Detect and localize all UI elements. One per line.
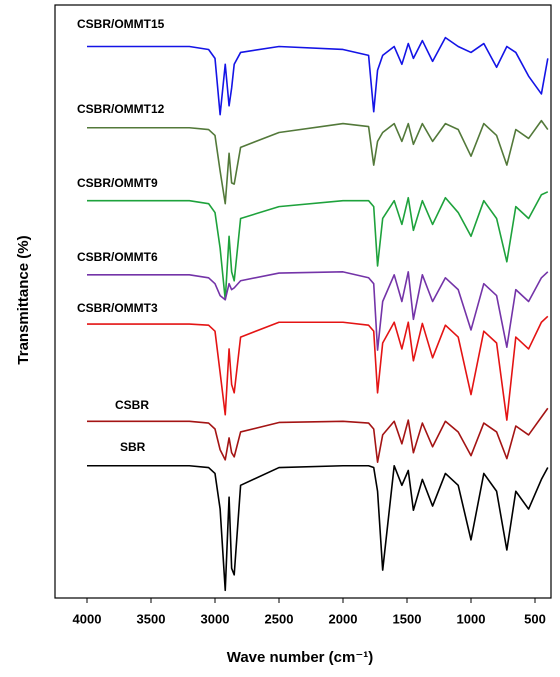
series-label: CSBR/OMMT9 <box>77 176 158 190</box>
spectrum-line <box>87 464 549 592</box>
series-label: CSBR/OMMT12 <box>77 102 165 116</box>
spectrum-line <box>87 407 549 463</box>
spectrum-line <box>87 36 549 116</box>
spectrum-line <box>87 191 549 301</box>
x-tick-label: 2000 <box>329 611 358 626</box>
x-tick-label: 3000 <box>201 611 230 626</box>
series-label: SBR <box>120 440 146 454</box>
x-tick-label: 3500 <box>137 611 166 626</box>
x-tick-label: 2500 <box>265 611 294 626</box>
x-tick-label: 1000 <box>457 611 486 626</box>
spectrum-line <box>87 119 549 205</box>
series-label: CSBR <box>115 398 149 412</box>
series-label: CSBR/OMMT3 <box>77 301 158 315</box>
spectrum-line <box>87 315 549 421</box>
spectrum-line <box>87 271 549 351</box>
x-axis-title: Wave number (cm⁻¹) <box>227 649 374 666</box>
x-tick-label: 4000 <box>73 611 102 626</box>
x-tick-label: 1500 <box>393 611 422 626</box>
x-tick-label: 500 <box>524 611 546 626</box>
plot-frame <box>54 4 552 599</box>
series-label: CSBR/OMMT6 <box>77 250 158 264</box>
series-label: CSBR/OMMT15 <box>77 17 165 31</box>
y-axis-title: Transmittance (%) <box>15 235 32 364</box>
